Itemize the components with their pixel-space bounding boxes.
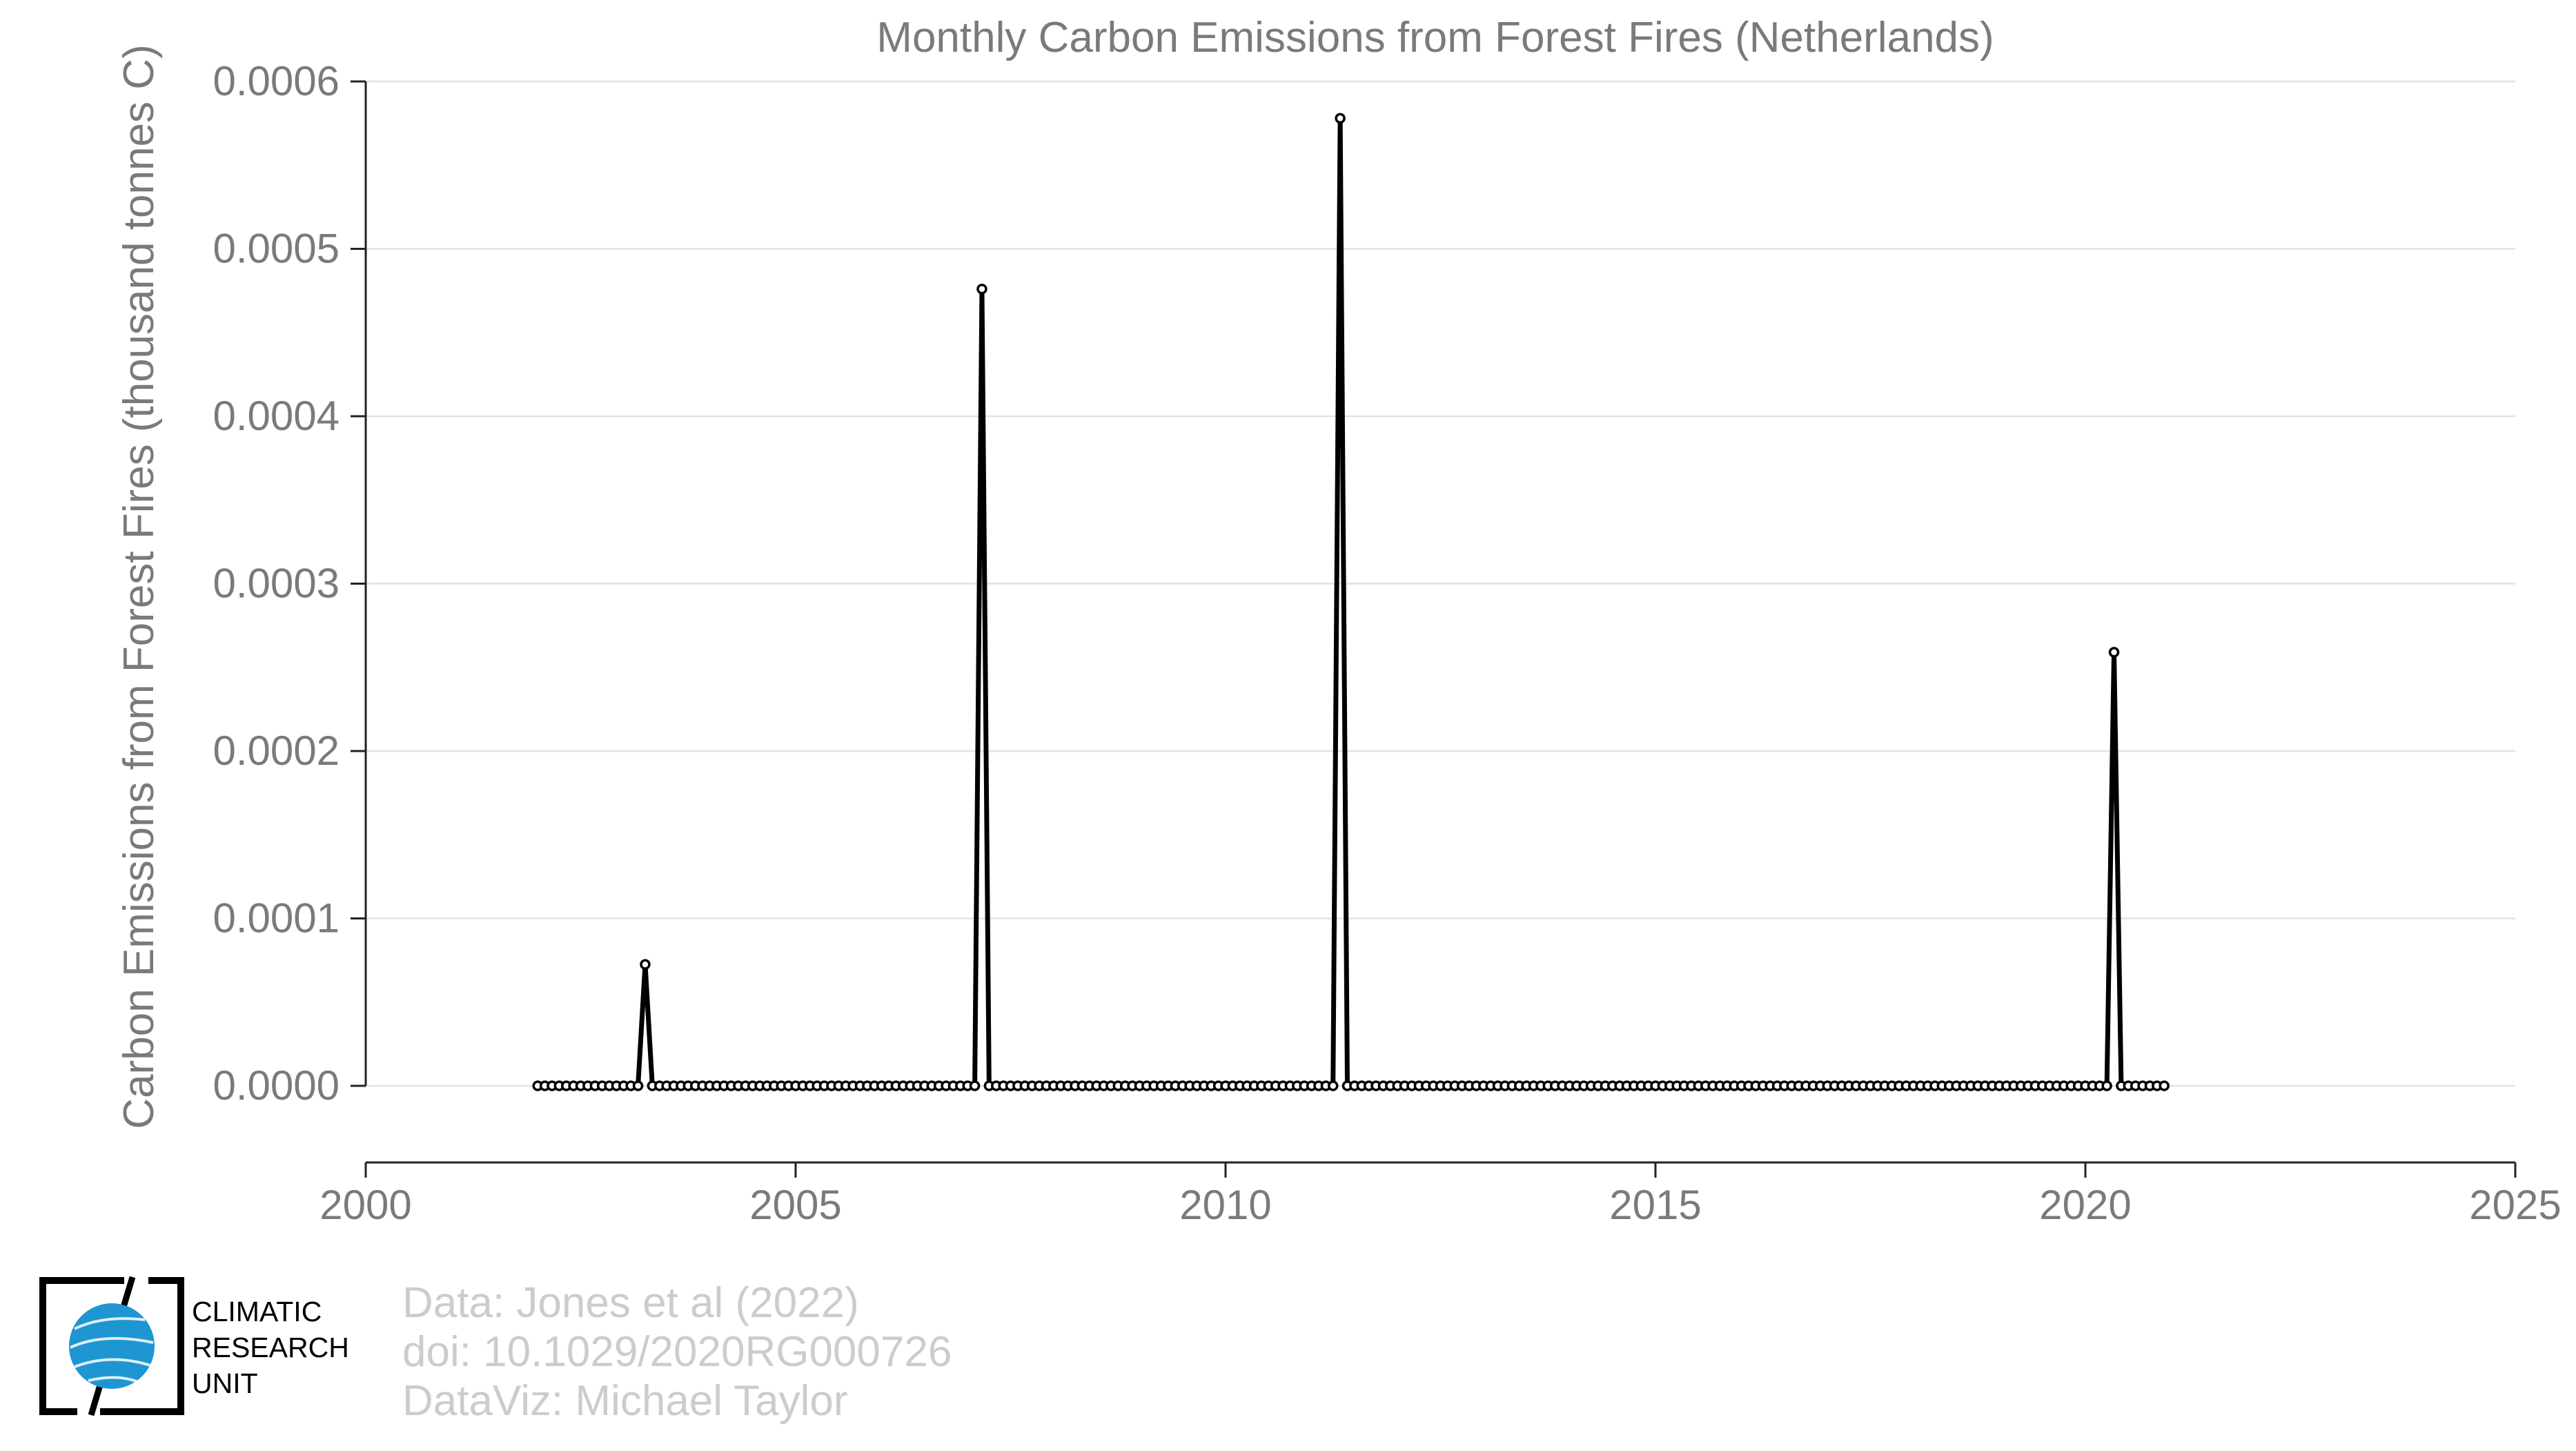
globe-icon bbox=[69, 1303, 155, 1389]
x-tick-labels: 2000 2005 2010 2015 2020 2025 bbox=[319, 1182, 2561, 1228]
x-tick-label: 2000 bbox=[319, 1182, 411, 1228]
y-tick-label: 0.0002 bbox=[213, 728, 340, 774]
logo-text-research: RESEARCH bbox=[192, 1332, 349, 1363]
series-emissions bbox=[538, 115, 2165, 1089]
globe-contour-lines bbox=[70, 1317, 154, 1383]
logo-text-climatic: CLIMATIC bbox=[192, 1296, 322, 1327]
series-line bbox=[538, 115, 2165, 1089]
gridlines bbox=[366, 80, 2515, 1087]
y-tick-label: 0.0004 bbox=[213, 393, 340, 439]
data-point-2011-04 bbox=[1328, 1080, 1339, 1091]
credit-dataviz: DataViz: Michael Taylor bbox=[402, 1377, 848, 1425]
y-axis-label: Carbon Emissions from Forest Fires (thou… bbox=[115, 44, 163, 1129]
data-point-2007-02 bbox=[969, 1080, 981, 1091]
x-tick-label: 2015 bbox=[1609, 1182, 1701, 1228]
x-tick-label: 2025 bbox=[2469, 1182, 2561, 1228]
y-tick-label: 0.0001 bbox=[213, 895, 340, 941]
x-tick-label: 2010 bbox=[1179, 1182, 1271, 1228]
y-tick-labels: 0.0000 0.0001 0.0002 0.0003 0.0004 0.0005 0.00… bbox=[213, 58, 340, 1109]
logo-frame-left bbox=[39, 1277, 124, 1415]
data-point-2020-05 bbox=[2108, 647, 2120, 658]
y-tick-label: 0.0000 bbox=[213, 1062, 340, 1109]
y-tick-label: 0.0003 bbox=[213, 560, 340, 606]
logo-frame-right bbox=[100, 1277, 184, 1415]
axes bbox=[351, 80, 2517, 1178]
data-point-2003-03 bbox=[632, 1080, 644, 1091]
data-point-2011-05 bbox=[1335, 113, 1346, 124]
x-tick-label: 2005 bbox=[749, 1182, 841, 1228]
x-tick-label: 2020 bbox=[2039, 1182, 2131, 1228]
credit-doi: doi: 10.1029/2020RG000726 bbox=[402, 1328, 952, 1376]
data-points bbox=[532, 113, 2170, 1091]
chart-title: Monthly Carbon Emissions from Forest Fir… bbox=[876, 14, 1994, 61]
y-tick-label: 0.0005 bbox=[213, 225, 340, 271]
data-point-2007-03 bbox=[976, 283, 987, 295]
logo-text-unit: UNIT bbox=[192, 1367, 258, 1399]
data-point-2003-04 bbox=[640, 959, 651, 970]
data-point-2020-12 bbox=[2159, 1080, 2170, 1091]
cru-logo: CLIMATIC RESEARCH UNIT bbox=[39, 1276, 349, 1416]
y-tick-label: 0.0006 bbox=[213, 58, 340, 104]
data-point-2020-04 bbox=[2101, 1080, 2112, 1091]
credit-data: Data: Jones et al (2022) bbox=[402, 1279, 859, 1327]
